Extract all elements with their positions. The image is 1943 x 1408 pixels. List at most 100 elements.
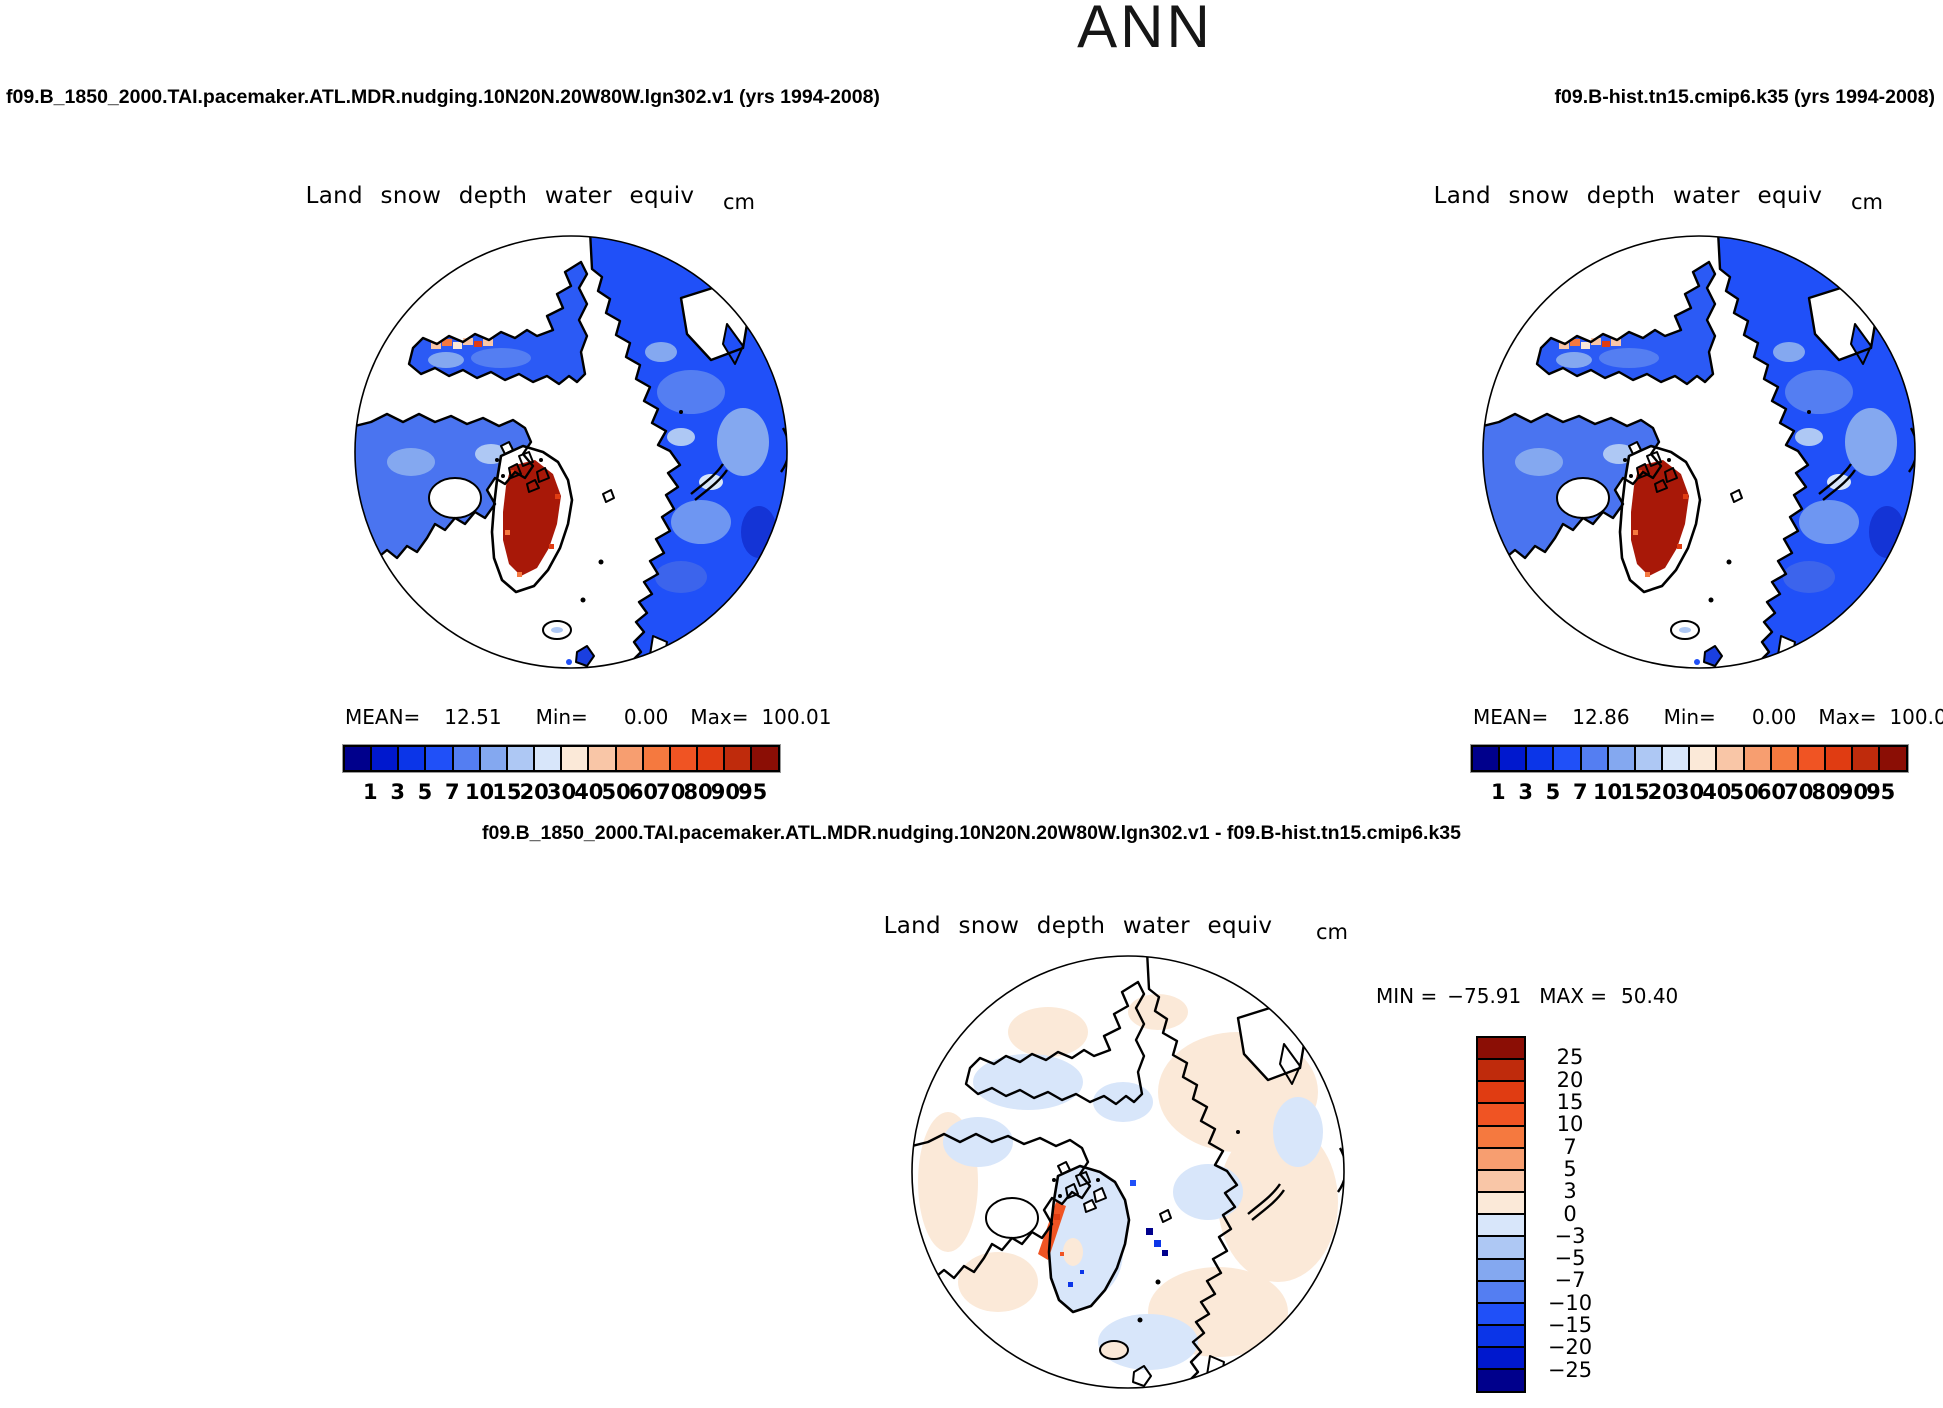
max-label: Max= <box>1818 705 1877 729</box>
mean-value: 12.51 <box>444 705 502 729</box>
colorbar-segment <box>1476 1168 1526 1194</box>
colorbar-tick-label: 7 <box>1572 780 1588 804</box>
colorbar-tick-label: 30 <box>546 780 577 804</box>
colorbar-tick-label: −25 <box>1547 1357 1593 1382</box>
mean-label: MEAN= <box>345 705 421 729</box>
colorbar-tick-label: 40 <box>1702 780 1732 804</box>
colorbar-segment <box>1476 1191 1526 1216</box>
min-value: −75.91 <box>1447 984 1522 1008</box>
colorbar-segment <box>397 745 427 772</box>
figure-title: ANN <box>1077 0 1213 60</box>
colorbar-tick-label: 3 <box>390 780 405 804</box>
colorbar-tick-label: 60 <box>1756 780 1787 804</box>
difference-header: f09.B_1850_2000.TAI.pacemaker.ATL.MDR.nu… <box>482 822 1461 844</box>
colorbar-ticks-right: 1 3 5 7 10 15 20 30 40 50 60 70 80 90 95 <box>1471 780 1908 806</box>
map-boundary-circle <box>354 235 788 669</box>
colorbar-tick-label: 15 <box>492 780 522 804</box>
colorbar-segment <box>1476 1279 1526 1305</box>
colorbar-segment <box>1715 745 1746 772</box>
colorbar-segment <box>1606 745 1637 772</box>
colorbar-tick-label: 7 <box>444 780 460 804</box>
colorbar-segment <box>750 745 780 772</box>
max-label: MAX = <box>1539 984 1608 1008</box>
colorbar-segment <box>696 745 726 772</box>
units-label-diff: cm <box>1316 920 1349 944</box>
colorbar-tick-label: 3 <box>1563 1179 1577 1204</box>
min-value: 0.00 <box>623 705 669 729</box>
colorbar-tick-label: 5 <box>1545 780 1561 804</box>
stats-left: MEAN= 12.51 Min= 0.00 Max= 100.01 <box>345 705 831 729</box>
colorbar-tick-label: −7 <box>1554 1268 1586 1293</box>
colorbar-tick-label: 90 <box>710 780 740 804</box>
max-value: 100.01 <box>761 705 832 729</box>
colorbar-left <box>342 744 781 773</box>
colorbar-segment <box>1824 745 1854 772</box>
colorbar-segment <box>1476 1036 1526 1061</box>
colorbar-segment <box>668 745 699 772</box>
colorbar-tick-label: 95 <box>1866 780 1896 804</box>
colorbar-segment <box>1633 745 1664 772</box>
colorbar-segment <box>1476 1324 1526 1349</box>
mean-value: 12.86 <box>1572 705 1630 729</box>
colorbar-tick-label: −20 <box>1547 1335 1593 1360</box>
colorbar-tick-label: 95 <box>738 780 768 804</box>
colorbar-tick-label: 20 <box>1647 780 1677 804</box>
map-content-left <box>355 236 787 668</box>
colorbar-tick-label: 15 <box>1556 1089 1584 1114</box>
stats-right: MEAN= 12.86 Min= 0.00 Max= 100.01 <box>1473 705 1943 729</box>
colorbar-segment <box>451 745 482 772</box>
min-value: 0.00 <box>1751 705 1797 729</box>
colorbar-segment <box>478 745 509 772</box>
polar-map-left <box>354 235 788 669</box>
colorbar-tick-label: 3 <box>1518 780 1533 804</box>
map-content-diff <box>912 956 1344 1388</box>
colorbar-diff <box>1476 1036 1526 1393</box>
colorbar-segment <box>1476 1102 1526 1128</box>
colorbar-segment <box>1552 745 1583 772</box>
colorbar-segment <box>587 745 618 772</box>
colorbar-tick-label: −5 <box>1554 1246 1586 1271</box>
colorbar-tick-label: 90 <box>1838 780 1868 804</box>
colorbar-segment <box>1476 1213 1526 1238</box>
polar-map-diff <box>911 955 1345 1389</box>
colorbar-tick-label: 10 <box>464 780 495 804</box>
map-boundary-circle <box>1482 235 1916 669</box>
map-content-right <box>1483 236 1915 668</box>
colorbar-segment <box>1742 745 1773 772</box>
colorbar-segment <box>1688 745 1718 772</box>
max-label: Max= <box>690 705 749 729</box>
polar-map-right <box>1482 235 1916 669</box>
colorbar-segment <box>1796 745 1827 772</box>
colorbar-segment <box>1471 745 1501 772</box>
colorbar-segment <box>1851 745 1881 772</box>
colorbar-tick-label: 5 <box>1563 1156 1577 1181</box>
colorbar-segment <box>1661 745 1691 772</box>
colorbar-tick-label: 50 <box>1729 780 1759 804</box>
colorbar-segment <box>614 745 645 772</box>
colorbar-tick-label: 1 <box>363 780 378 804</box>
colorbar-segment <box>505 745 536 772</box>
colorbar-segment <box>1525 745 1555 772</box>
units-label-left: cm <box>723 190 756 214</box>
colorbar-segment <box>424 745 455 772</box>
units-label-right: cm <box>1851 190 1884 214</box>
colorbar-segment <box>370 745 400 772</box>
colorbar-segment <box>343 745 373 772</box>
colorbar-segment <box>1476 1368 1526 1393</box>
colorbar-segment <box>1476 1058 1526 1083</box>
colorbar-segment <box>560 745 590 772</box>
colorbar-tick-label: 0 <box>1563 1201 1577 1226</box>
colorbar-tick-label: 80 <box>1811 780 1841 804</box>
mean-label: MEAN= <box>1473 705 1549 729</box>
colorbar-ticks-diff: 25 20 15 10 7 5 3 0 −3 −5 −7 −10 −15 −20 −25 <box>1534 1036 1606 1393</box>
min-label: Min= <box>535 705 588 729</box>
map-title-left: Land snow depth water equiv <box>305 183 695 209</box>
colorbar-tick-label: 7 <box>1563 1134 1577 1159</box>
colorbar-tick-label: 20 <box>1556 1067 1584 1092</box>
colorbar-segment <box>1476 1257 1526 1283</box>
colorbar-tick-label: 40 <box>574 780 604 804</box>
colorbar-segment <box>723 745 753 772</box>
colorbar-segment <box>1579 745 1610 772</box>
colorbar-tick-label: −10 <box>1547 1290 1593 1315</box>
